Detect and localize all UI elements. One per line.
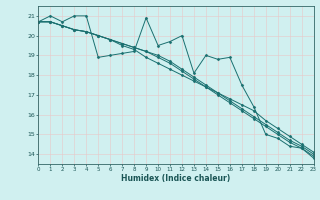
X-axis label: Humidex (Indice chaleur): Humidex (Indice chaleur) [121, 174, 231, 183]
